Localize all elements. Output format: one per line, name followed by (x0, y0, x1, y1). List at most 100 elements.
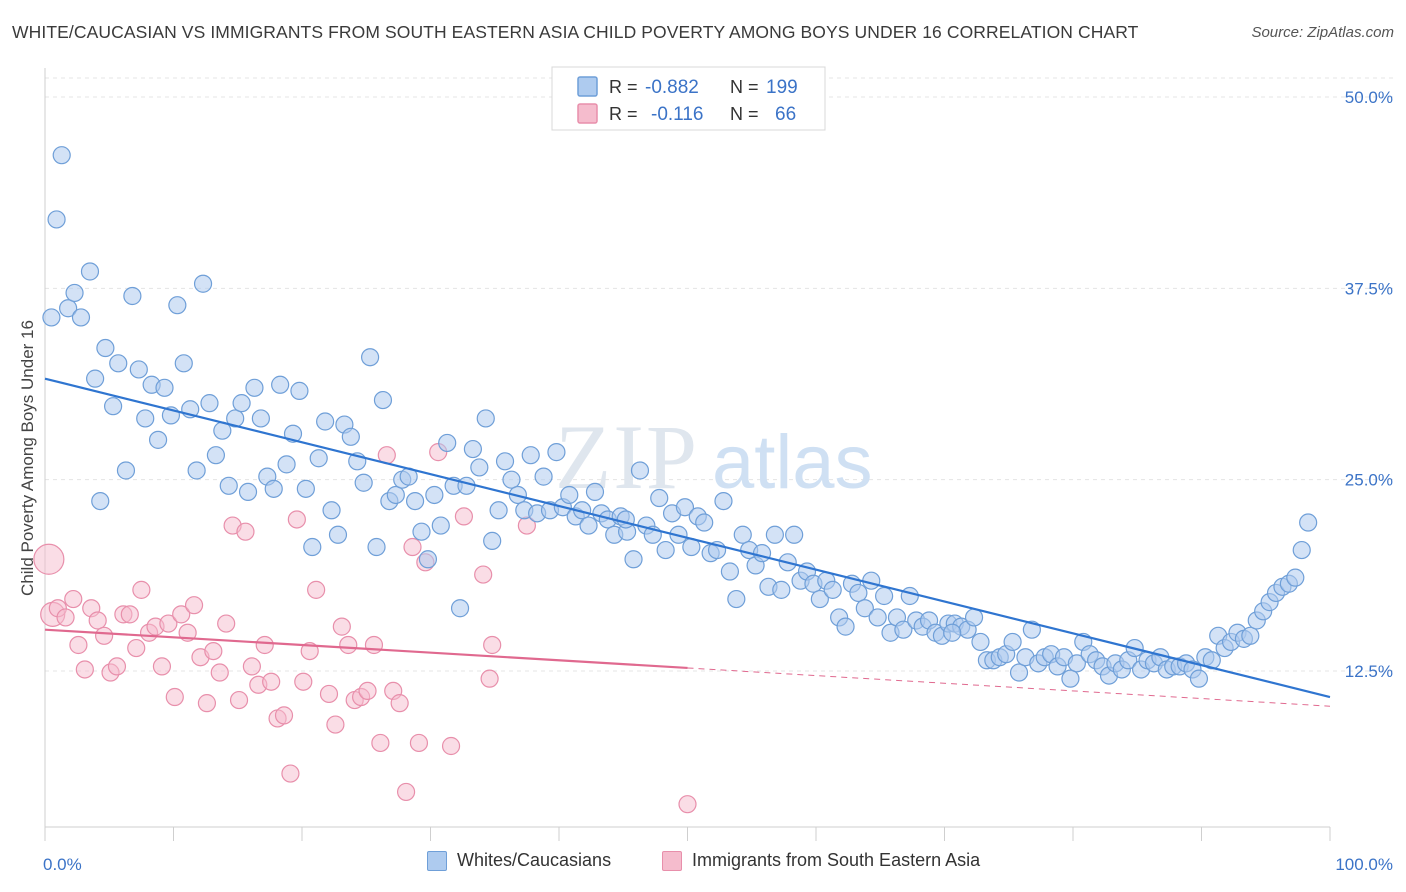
data-point-immigrants (217, 614, 236, 633)
data-point-whites (296, 479, 315, 498)
axes (44, 68, 1331, 841)
data-point-immigrants (172, 605, 191, 624)
data-point-immigrants (287, 510, 306, 529)
data-point-whites (1061, 669, 1080, 688)
data-point-whites (309, 449, 328, 468)
data-point-whites (80, 262, 100, 281)
data-point-whites (1241, 626, 1260, 645)
legend-swatch-blue (577, 76, 598, 97)
data-point-immigrants (184, 596, 204, 615)
data-point-whites (206, 446, 226, 465)
data-point-whites (624, 550, 643, 569)
data-point-whites (316, 412, 335, 431)
y-axis-label: Child Poverty Among Boys Under 16 (18, 320, 37, 596)
data-point-immigrants (159, 614, 178, 633)
data-point-whites (650, 488, 669, 508)
watermark: ZIP atlas (555, 406, 873, 508)
data-point-whites (964, 608, 984, 627)
x-tick-label-min: 0.0% (43, 855, 82, 874)
data-point-whites (560, 485, 579, 505)
data-point-whites (373, 390, 393, 410)
data-point-immigrants (441, 736, 461, 756)
data-point-whites (585, 482, 605, 502)
data-point-whites (367, 537, 386, 557)
data-point-whites (328, 525, 348, 544)
data-point-immigrants (409, 733, 429, 753)
data-point-immigrants (364, 635, 384, 655)
data-point-whites (251, 409, 270, 428)
data-point-immigrants (454, 507, 474, 526)
bottom-legend: Whites/Caucasians Immigrants from South … (0, 850, 1406, 878)
data-point-whites (65, 283, 84, 303)
data-point-whites (148, 430, 168, 449)
data-point-immigrants (229, 690, 249, 710)
data-point-whites (785, 525, 804, 544)
data-point-whites (155, 378, 174, 397)
legend-r-label-2: R = (609, 104, 638, 124)
data-point-whites (470, 458, 489, 477)
data-point-whites (616, 510, 635, 529)
data-point-whites (386, 485, 405, 505)
data-point-whites (495, 452, 515, 471)
data-point-whites (727, 589, 746, 609)
y-tick-label: 25.0% (1345, 471, 1393, 490)
y-tick-label: 50.0% (1345, 88, 1393, 107)
data-point-whites (193, 274, 213, 293)
data-point-whites (271, 375, 290, 394)
data-point-whites (129, 360, 148, 379)
data-point-whites (431, 516, 450, 535)
data-point-whites (1022, 620, 1041, 639)
data-point-whites (264, 479, 283, 498)
data-point-whites (862, 571, 881, 590)
legend-n-label-1: N = (730, 77, 759, 97)
data-point-whites (463, 439, 483, 459)
data-point-immigrants (69, 635, 88, 655)
data-point-whites (418, 550, 438, 569)
gridlines (45, 77, 1395, 672)
data-point-whites (894, 620, 913, 639)
data-point-whites (534, 467, 553, 486)
data-point-whites (489, 501, 508, 520)
data-point-whites (109, 354, 128, 373)
data-point-whites (71, 308, 91, 327)
trend-line-whites (44, 377, 1331, 699)
data-point-immigrants (339, 635, 358, 655)
data-point-whites (361, 348, 380, 367)
data-point-whites (1286, 568, 1305, 587)
data-point-immigrants (274, 706, 294, 725)
data-point-whites (47, 210, 66, 229)
legend-n-value-1: 199 (766, 77, 798, 98)
y-tick-label: 12.5% (1345, 662, 1393, 681)
data-point-whites (1189, 669, 1209, 688)
data-point-whites (412, 522, 431, 541)
data-point-whites (277, 455, 296, 474)
data-point-whites (238, 482, 258, 502)
data-point-whites (52, 146, 71, 165)
data-point-whites (1009, 663, 1029, 682)
data-point-whites (354, 473, 373, 492)
x-tick-labels: 0.0% 100.0% (43, 855, 1393, 874)
data-point-whites (630, 461, 650, 480)
data-point-whites (720, 562, 740, 581)
data-point-whites (168, 296, 187, 315)
data-point-whites (900, 586, 919, 606)
data-point-whites (86, 369, 105, 388)
legend-item-immigrants[interactable]: Immigrants from South Eastern Asia (662, 850, 980, 871)
data-point-whites (226, 409, 245, 428)
data-point-whites (483, 531, 502, 550)
data-point-whites (547, 443, 566, 462)
data-point-immigrants (307, 580, 326, 599)
data-point-whites (116, 461, 136, 480)
trend-line-immigrants-extension (687, 667, 1331, 707)
data-point-whites (579, 516, 598, 535)
data-point-whites (971, 632, 990, 652)
data-point-immigrants (678, 795, 697, 814)
data-point-immigrants (64, 589, 83, 609)
legend-r-value-1: -0.882 (645, 77, 699, 98)
trend-lines (44, 377, 1331, 707)
data-point-immigrants (326, 715, 345, 734)
data-point-whites (521, 446, 540, 465)
data-point-immigrants (236, 522, 255, 541)
data-point-immigrants (107, 657, 127, 676)
legend-item-whites[interactable]: Whites/Caucasians (427, 850, 611, 871)
